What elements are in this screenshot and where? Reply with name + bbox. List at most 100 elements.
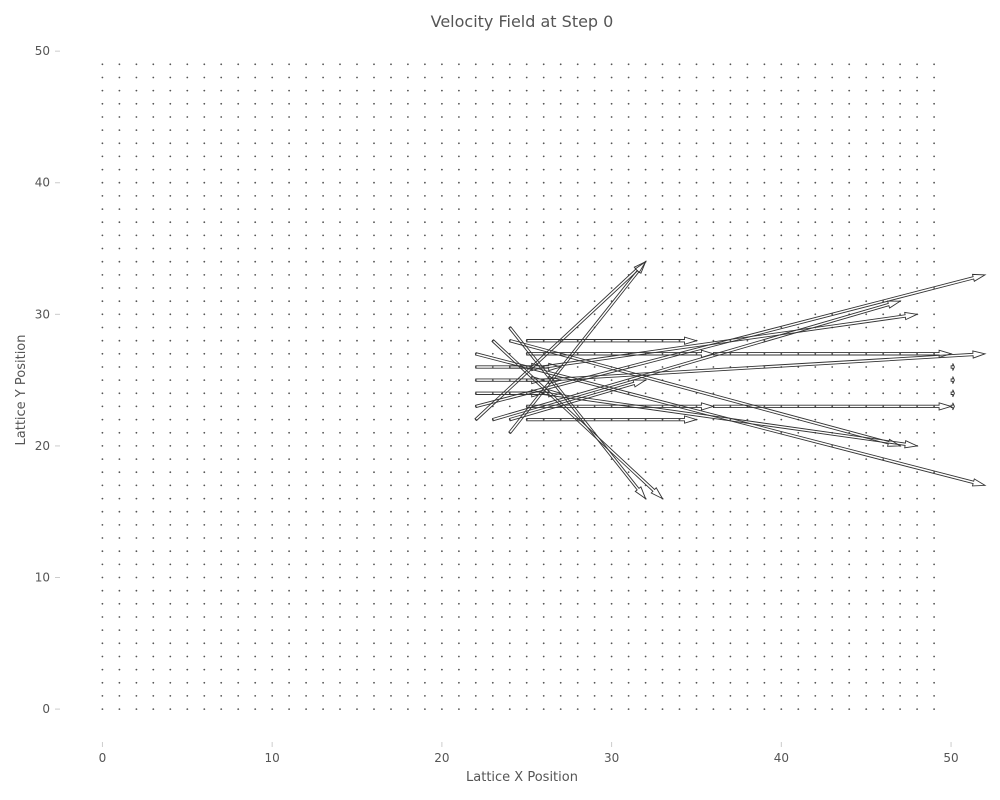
lattice-point [288,510,290,513]
lattice-point [712,616,715,618]
lattice-point [373,366,375,368]
lattice-point [525,445,528,447]
lattice-point [356,642,358,645]
lattice-point [356,142,358,145]
lattice-point [678,129,681,132]
lattice-point [644,445,647,447]
lattice-point [763,102,766,105]
lattice-point [916,524,918,526]
lattice-point [458,221,460,224]
lattice-point [610,195,613,197]
lattice-point [491,458,494,460]
lattice-point [169,629,172,631]
lattice-point [865,142,868,145]
lattice-point [254,642,257,645]
lattice-point [254,563,257,566]
lattice-point [899,339,901,342]
lattice-point [271,116,274,118]
lattice-point [152,181,155,184]
y-tick-label: 40 [35,176,50,190]
lattice-point [441,221,443,224]
lattice-point [220,352,223,355]
lattice-point [797,431,800,434]
lattice-point [525,458,528,460]
lattice-point [237,629,240,631]
lattice-point [458,142,460,145]
lattice-point [865,484,868,487]
lattice-point [271,181,274,184]
lattice-point [542,458,545,460]
lattice-point [712,195,715,197]
lattice-point [356,326,358,329]
lattice-point [593,287,596,289]
lattice-point [644,208,647,211]
lattice-point [780,274,783,276]
lattice-point [729,89,732,92]
lattice-point [848,510,851,513]
lattice-point [169,602,172,605]
lattice-point [882,366,885,368]
lattice-point [916,629,918,631]
lattice-point [729,576,732,579]
lattice-point [152,471,155,474]
lattice-point [186,234,189,237]
lattice-point [916,195,918,197]
lattice-point [933,300,935,303]
lattice-point [356,287,358,289]
lattice-point [458,89,460,92]
lattice-point [305,116,307,118]
lattice-point [390,445,392,447]
lattice-point [407,589,409,592]
lattice-point [305,681,307,684]
lattice-point [525,116,528,118]
lattice-point [491,392,494,395]
lattice-point [152,616,155,618]
lattice-point [780,208,783,211]
lattice-point [101,497,104,500]
lattice-point [305,208,307,211]
lattice-point [169,234,172,237]
lattice-point [186,445,189,447]
lattice-point [339,484,341,487]
lattice-point [542,234,545,237]
lattice-point [865,300,868,303]
lattice-point [390,655,392,658]
lattice-point [407,655,409,658]
lattice-point [424,300,426,303]
lattice-point [271,326,274,329]
lattice-point [610,76,613,79]
lattice-point [288,221,290,224]
lattice-point [373,63,375,66]
lattice-point [169,379,172,381]
lattice-point [458,300,460,303]
lattice-point [288,260,290,263]
lattice-point [865,155,868,158]
lattice-point [559,208,562,211]
x-tick-label: 30 [604,751,619,765]
lattice-point [305,484,307,487]
lattice-point [644,76,647,79]
lattice-point [135,524,138,526]
lattice-point [186,589,189,592]
lattice-point [305,418,307,421]
lattice-point [746,668,749,671]
lattice-point [882,339,885,342]
lattice-point [814,524,817,526]
lattice-point [101,708,104,710]
lattice-point [203,708,206,710]
lattice-point [474,681,477,684]
lattice-point [695,181,698,184]
lattice-point [424,102,426,105]
lattice-point [390,195,392,197]
lattice-point [644,431,647,434]
lattice-point [899,550,901,553]
lattice-point [899,484,901,487]
lattice-point [831,63,834,66]
lattice-point [899,168,901,171]
lattice-point [186,484,189,487]
lattice-point [916,563,918,566]
lattice-point [695,129,698,132]
lattice-point [882,379,885,381]
lattice-point [797,155,800,158]
lattice-point [678,195,681,197]
